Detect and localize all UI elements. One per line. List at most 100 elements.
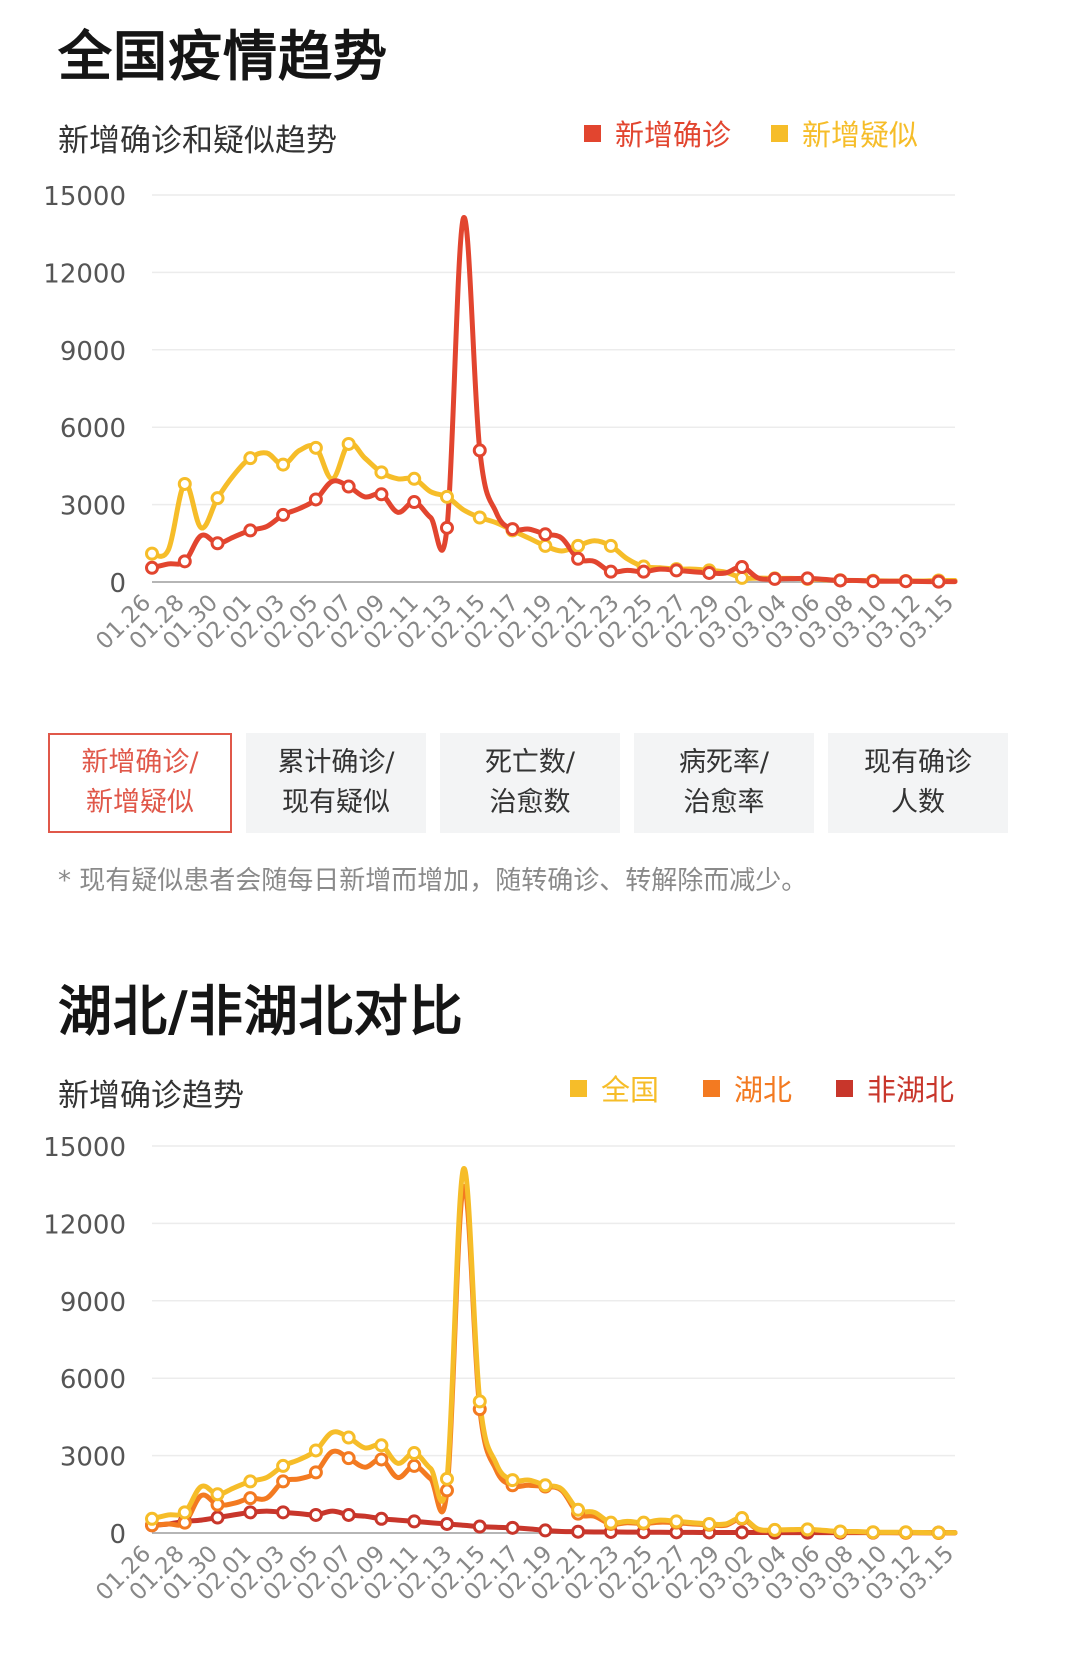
hubei-chart-data-point[interactable] <box>210 1510 225 1525</box>
hubei-chart-data-point[interactable] <box>571 1524 586 1539</box>
national-chart-data-point[interactable] <box>210 491 225 506</box>
hubei-chart-data-point[interactable] <box>734 1511 749 1526</box>
hubei-chart-data-point[interactable] <box>538 1478 553 1493</box>
national-chart-data-point[interactable] <box>538 527 553 542</box>
hubei-chart-data-point[interactable] <box>210 1487 225 1502</box>
hubei-chart-data-point[interactable] <box>276 1458 291 1473</box>
national-chart-data-point[interactable] <box>341 479 356 494</box>
hubei-chart-data-point[interactable] <box>276 1474 291 1489</box>
legend-item-new-confirmed[interactable]: 新增确诊 <box>584 112 731 154</box>
hubei-chart-data-point[interactable] <box>505 1473 520 1488</box>
national-chart-y-tick-label: 0 <box>109 569 126 599</box>
tab-cumulative-confirmed-suspected[interactable]: 累计确诊/ 现有疑似 <box>246 733 426 833</box>
hubei-chart-data-point[interactable] <box>374 1452 389 1467</box>
tab-deaths-recovered[interactable]: 死亡数/ 治愈数 <box>440 733 620 833</box>
hubei-chart-data-point[interactable] <box>243 1474 258 1489</box>
national-chart-data-point[interactable] <box>374 465 389 480</box>
hubei-chart-data-point[interactable] <box>898 1525 913 1540</box>
hubei-chart-data-point[interactable] <box>472 1519 487 1534</box>
national-chart-data-point[interactable] <box>439 489 454 504</box>
national-chart-data-point[interactable] <box>603 564 618 579</box>
hubei-chart-data-point[interactable] <box>767 1522 782 1537</box>
national-chart-data-point[interactable] <box>407 471 422 486</box>
national-chart-data-point[interactable] <box>472 510 487 525</box>
hubei-chart-data-point[interactable] <box>439 1471 454 1486</box>
hubei-chart-data-point[interactable] <box>472 1394 487 1409</box>
national-chart-data-point[interactable] <box>931 574 946 589</box>
hubei-chart-data-point[interactable] <box>407 1458 422 1473</box>
hubei-chart-data-point[interactable] <box>505 1520 520 1535</box>
national-chart-data-point[interactable] <box>374 487 389 502</box>
national-chart-data-point[interactable] <box>734 560 749 575</box>
national-chart-data-point[interactable] <box>571 538 586 553</box>
hubei-chart-data-point[interactable] <box>734 1525 749 1540</box>
hubei-chart-data-point[interactable] <box>341 1430 356 1445</box>
national-chart-data-point[interactable] <box>308 440 323 455</box>
hubei-chart-data-point[interactable] <box>145 1511 159 1526</box>
hubei-chart-data-point[interactable] <box>308 1465 323 1480</box>
national-chart-data-point[interactable] <box>571 551 586 566</box>
national-chart-data-point[interactable] <box>538 538 553 553</box>
tab-current-confirmed[interactable]: 现有确诊 人数 <box>828 733 1008 833</box>
national-chart-data-point[interactable] <box>472 443 487 458</box>
national-chart-data-point[interactable] <box>341 436 356 451</box>
national-chart-data-point[interactable] <box>145 546 159 561</box>
national-trend-chart: 0300060009000120001500001.2601.2801.3002… <box>43 182 959 655</box>
hubei-chart-data-point[interactable] <box>538 1523 553 1538</box>
tab-fatality-recovery-rate[interactable]: 病死率/ 治愈率 <box>634 733 814 833</box>
legend-item-national[interactable]: 全国 <box>570 1067 659 1109</box>
hubei-chart-data-point[interactable] <box>636 1515 651 1530</box>
national-chart-data-point[interactable] <box>800 571 815 586</box>
tab-new-confirmed-suspected[interactable]: 新增确诊/ 新增疑似 <box>48 733 232 833</box>
legend-item-new-suspected[interactable]: 新增疑似 <box>771 112 918 154</box>
hubei-chart-data-point[interactable] <box>276 1505 291 1520</box>
national-chart-data-point[interactable] <box>177 554 192 569</box>
national-chart-data-point[interactable] <box>145 560 159 575</box>
hubei-chart-data-point[interactable] <box>341 1451 356 1466</box>
national-chart-y-tick-label: 15000 <box>43 182 126 212</box>
national-chart-data-point[interactable] <box>276 457 291 472</box>
hubei-chart-data-point[interactable] <box>177 1505 192 1520</box>
hubei-chart-data-point[interactable] <box>931 1525 946 1540</box>
national-chart-data-point[interactable] <box>407 495 422 510</box>
hubei-chart-data-point[interactable] <box>341 1507 356 1522</box>
hubei-chart-data-point[interactable] <box>439 1516 454 1531</box>
hubei-chart-data-point[interactable] <box>702 1516 717 1531</box>
hubei-chart-data-point[interactable] <box>243 1505 258 1520</box>
hubei-chart-data-point[interactable] <box>308 1507 323 1522</box>
national-chart-data-point[interactable] <box>243 451 258 466</box>
hubei-chart-data-point[interactable] <box>439 1483 454 1498</box>
national-chart-data-point[interactable] <box>767 571 782 586</box>
national-chart-data-point[interactable] <box>439 520 454 535</box>
national-chart-subtitle: 新增确诊和疑似趋势 <box>58 123 337 159</box>
national-chart-data-point[interactable] <box>505 522 520 537</box>
hubei-chart-data-point[interactable] <box>374 1511 389 1526</box>
national-chart-data-point[interactable] <box>669 563 684 578</box>
national-chart-data-point[interactable] <box>276 507 291 522</box>
national-chart-data-point[interactable] <box>603 538 618 553</box>
hubei-chart-data-point[interactable] <box>243 1491 258 1506</box>
national-chart-data-point[interactable] <box>243 523 258 538</box>
hubei-chart-data-point[interactable] <box>669 1514 684 1529</box>
hubei-chart-data-point[interactable] <box>308 1443 323 1458</box>
national-chart-data-point[interactable] <box>177 476 192 491</box>
national-legend: 新增确诊 新增疑似 <box>584 112 918 154</box>
legend-item-hubei[interactable]: 湖北 <box>703 1067 792 1109</box>
hubei-chart-data-point[interactable] <box>407 1446 422 1461</box>
national-chart-data-point[interactable] <box>702 565 717 580</box>
hubei-chart-data-point[interactable] <box>374 1438 389 1453</box>
hubei-chart-data-point[interactable] <box>571 1502 586 1517</box>
hubei-chart-data-point[interactable] <box>407 1514 422 1529</box>
national-chart-data-point[interactable] <box>308 492 323 507</box>
national-chart-data-point[interactable] <box>833 573 848 588</box>
national-chart-data-point[interactable] <box>866 574 881 589</box>
legend-swatch-new-suspected <box>771 124 789 142</box>
hubei-chart-data-point[interactable] <box>833 1524 848 1539</box>
legend-item-non-hubei[interactable]: 非湖北 <box>836 1067 954 1109</box>
national-chart-data-point[interactable] <box>636 564 651 579</box>
hubei-chart-data-point[interactable] <box>603 1515 618 1530</box>
national-chart-data-point[interactable] <box>898 574 913 589</box>
hubei-chart-data-point[interactable] <box>800 1522 815 1537</box>
national-chart-data-point[interactable] <box>210 536 225 551</box>
hubei-chart-data-point[interactable] <box>866 1525 881 1540</box>
